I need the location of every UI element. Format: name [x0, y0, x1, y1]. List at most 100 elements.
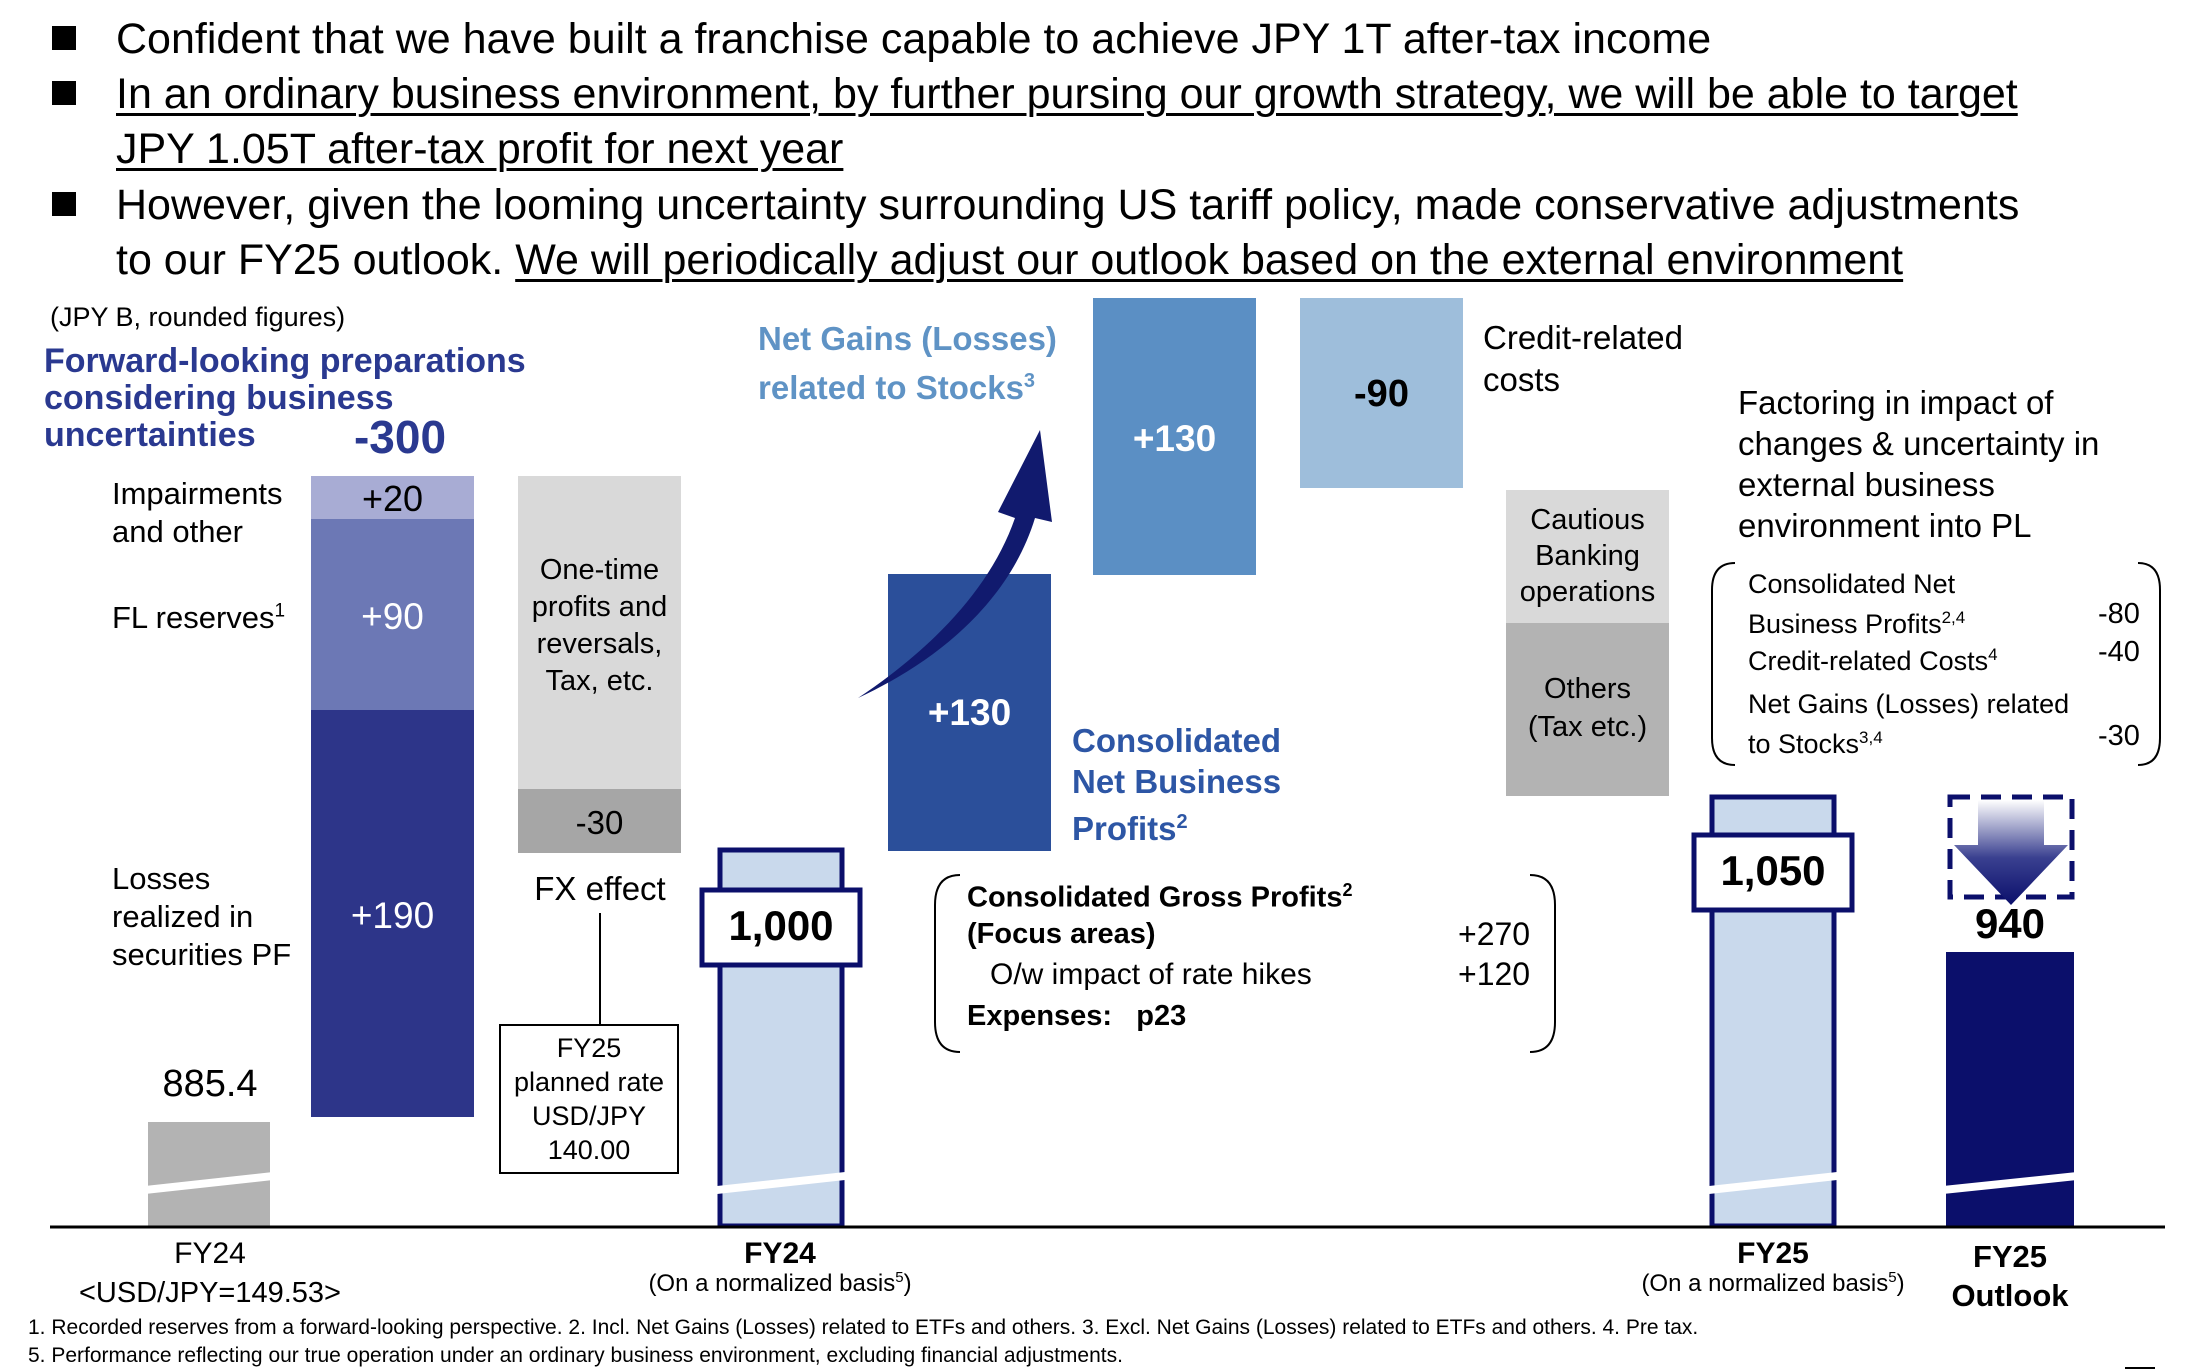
- factoring-item-2-text: Credit-related Costs: [1748, 646, 1989, 676]
- fx-effect-label: FX effect: [534, 870, 666, 907]
- fl-reserves-label: FL reserves1: [112, 600, 285, 636]
- factoring-item-3: Net Gains (Losses) related to Stocks3,4: [1748, 688, 2069, 761]
- x-label-fy24: FY24: [174, 1237, 246, 1270]
- bar-one-time: [518, 476, 681, 789]
- x-label-fy24-normalized: FY24: [744, 1237, 816, 1270]
- fwd-heading-line-3: uncertainties: [44, 416, 256, 454]
- factoring-item-3-sup: 3,4: [1859, 728, 1883, 747]
- losses-label-line-3: securities PF: [112, 937, 292, 972]
- gross-box-line-3: O/w impact of rate hikes: [990, 958, 1312, 991]
- factoring-item-3-line-1: Net Gains (Losses) related: [1748, 689, 2070, 719]
- gross-box-line-2: (Focus areas): [967, 918, 1156, 950]
- losses-label-line-2: realized in: [112, 899, 254, 934]
- stocks-heading-line-1: Net Gains (Losses): [758, 320, 1057, 357]
- impairments-label-line-1: Impairments: [112, 476, 283, 511]
- value-label-cnbp: +130: [927, 692, 1012, 733]
- bullet-square-icon: [52, 192, 76, 216]
- factoring-item-2: Credit-related Costs4: [1748, 645, 1998, 677]
- bar-others-tax: [1506, 623, 1669, 796]
- factoring-item-1-line-2-text: Business Profits: [1748, 609, 1942, 639]
- factoring-text-line-4: environment into PL: [1738, 507, 2032, 544]
- footnote-2: 5. Performance reflecting our true opera…: [28, 1344, 1123, 1367]
- factoring-item-3-line-2: to Stocks3,4: [1748, 721, 2069, 761]
- bullet-square-icon: [52, 81, 76, 105]
- cautious-label-line-2: Banking: [1535, 540, 1640, 572]
- factoring-item-1-value: -80: [2098, 598, 2140, 630]
- factoring-text-line-2: changes & uncertainty in: [1738, 425, 2100, 462]
- bar-cautious-banking: [1506, 490, 1669, 623]
- bar-credit-costs: [1300, 298, 1463, 488]
- cautious-label-line-1: Cautious: [1530, 504, 1645, 536]
- value-label-impairments: +20: [361, 478, 424, 519]
- axis-break-fy25-normalized: [1709, 1172, 1837, 1194]
- x-label-fy25-normalized-sub: (On a normalized basis5): [1641, 1269, 1905, 1297]
- fx-box-line-3: USD/JPY: [531, 1101, 647, 1131]
- fx-box-line-4: 140.00: [547, 1135, 631, 1165]
- bar-fl-reserves: [311, 519, 474, 710]
- factoring-item-2-sup: 4: [1988, 645, 1998, 664]
- cnbp-heading: Consolidated Net Business Profits2: [1072, 720, 1281, 849]
- gross-profits-brace-right: [1529, 874, 1556, 1053]
- stocks-heading-line-2: related to Stocks3: [758, 360, 1057, 409]
- x-label-fy25-outlook-line-1: FY25: [1972, 1239, 2048, 1274]
- losses-label: Losses realized in securities PF: [112, 860, 291, 974]
- axis-break-fy24: [145, 1172, 273, 1194]
- x-label-fy24-rate: <USD/JPY=149.53>: [79, 1277, 341, 1309]
- bullet-3-line-2a: to our FY25 outlook.: [116, 236, 516, 284]
- stocks-arrow-icon: [858, 430, 1052, 698]
- credit-label: Credit-related costs: [1483, 317, 1683, 401]
- one-time-label: One-time profits and reversals, Tax, etc…: [518, 552, 681, 700]
- gross-profits-brace: [934, 874, 961, 1053]
- one-time-label-line-2: profits and: [531, 591, 668, 623]
- factoring-text-line-3: external business: [1738, 466, 1995, 503]
- value-label-losses: +190: [350, 895, 435, 936]
- losses-label-line-1: Losses: [112, 861, 211, 896]
- stocks-heading: Net Gains (Losses) related to Stocks3: [758, 318, 1057, 409]
- factoring-item-3-line-2-text: to Stocks: [1748, 729, 1860, 759]
- x-label-fy25-outlook-line-2: Outlook: [1951, 1278, 2069, 1313]
- fx-planned-rate-box: [499, 1024, 679, 1174]
- x-label-fy24-normalized-sub: (On a normalized basis5): [648, 1269, 912, 1297]
- impairments-label-line-2: and other: [112, 514, 243, 549]
- others-label-line-1: Others: [1543, 673, 1632, 705]
- gross-box-line-3-value: +120: [1458, 956, 1531, 992]
- fx-box-text: FY25 planned rate USD/JPY 140.00: [500, 1031, 678, 1167]
- gross-box-line-1: Consolidated Gross Profits2: [967, 880, 1352, 915]
- value-label-fl-reserves: +90: [361, 596, 424, 637]
- factoring-text-line-1: Factoring in impact of: [1738, 384, 2054, 421]
- one-time-label-line-1: One-time: [539, 554, 660, 586]
- bullet-1-text: Confident that we have built a franchise…: [116, 15, 1712, 63]
- fx-box-line-1: FY25: [556, 1033, 622, 1063]
- bullet-3-line-1: However, given the looming uncertainty s…: [116, 181, 2020, 229]
- cnbp-sup: 2: [1176, 811, 1188, 833]
- bullet-2-line-1: In an ordinary business environment, by …: [116, 70, 2018, 118]
- gross-box-line-2-value: +270: [1458, 916, 1531, 952]
- x-label-fy24-normalized-sub-text: (On a normalized basis: [648, 1270, 896, 1297]
- factoring-brace-right: [2137, 562, 2161, 766]
- fwd-heading: Forward-looking preparations considering…: [44, 343, 526, 454]
- fwd-heading-line-2: considering business: [44, 379, 394, 417]
- x-label-fy24-normalized-sup: 5: [895, 1269, 904, 1286]
- fy25-normalized-value-box: [1691, 832, 1855, 913]
- bar-fx-effect: [518, 789, 681, 853]
- factoring-item-3-value: -30: [2098, 720, 2140, 752]
- value-label-fy25-outlook: 940: [1974, 900, 2046, 947]
- one-time-label-line-3: reversals,: [536, 628, 663, 660]
- gross-box-line-4: Expenses: p23: [967, 1000, 1187, 1032]
- bullet-square-icon: [52, 26, 76, 50]
- others-label: Others (Tax etc.): [1506, 670, 1669, 746]
- bar-stocks: [1093, 298, 1256, 575]
- stocks-heading-line-2-text: related to Stocks: [758, 369, 1024, 406]
- credit-label-line-2: costs: [1483, 361, 1561, 398]
- factoring-item-1-sup: 2,4: [1941, 608, 1966, 627]
- cnbp-heading-line-3-text: Profits: [1072, 810, 1177, 847]
- bar-impairments: [311, 476, 474, 519]
- value-label-fx: -30: [575, 804, 624, 841]
- factoring-item-2-value: -40: [2098, 636, 2140, 668]
- gross-box-line-1-text: Consolidated Gross Profits: [967, 881, 1343, 914]
- credit-label-line-1: Credit-related: [1483, 319, 1683, 356]
- factoring-brace: [1711, 562, 1736, 766]
- x-label-fy25-normalized: FY25: [1737, 1237, 1809, 1270]
- one-time-label-line-4: Tax, etc.: [545, 665, 654, 697]
